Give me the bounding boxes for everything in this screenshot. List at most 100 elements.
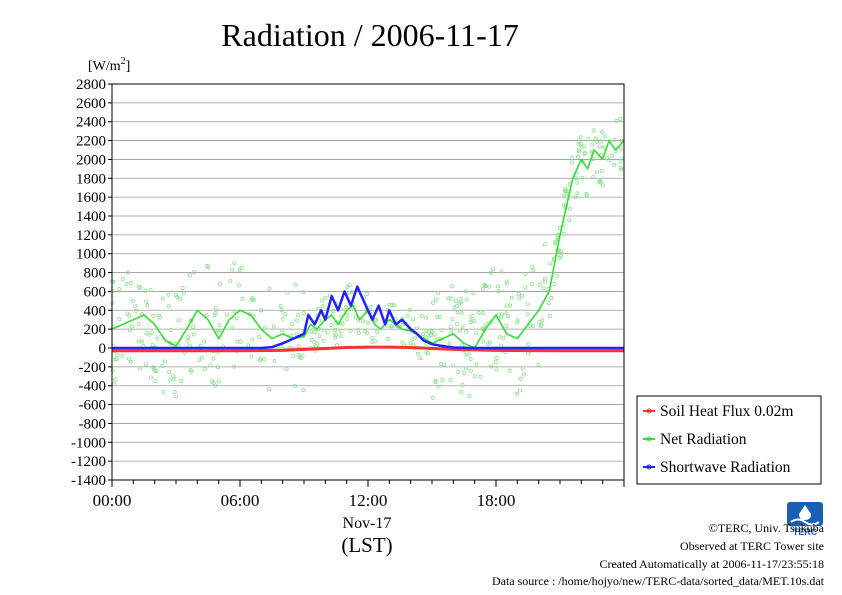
net-radiation-line <box>111 139 625 349</box>
scatter-point <box>338 333 343 338</box>
scatter-point <box>348 329 353 333</box>
scatter-point <box>212 313 217 318</box>
scatter-point <box>230 326 235 330</box>
scatter-point <box>442 362 447 367</box>
scatter-point <box>216 379 221 384</box>
y-tick-label: 1200 <box>76 228 106 244</box>
scatter-point <box>344 304 348 309</box>
scatter-point <box>559 249 564 254</box>
y-tick-label: -200 <box>79 360 107 376</box>
legend-net-radiation-marker <box>646 436 652 442</box>
scatter-point <box>250 337 255 342</box>
y-tick-label: 2200 <box>76 134 106 150</box>
scatter-point <box>216 365 220 370</box>
footer-created: Created Automatically at 2006-11-17/23:5… <box>599 557 824 571</box>
scatter-point <box>246 343 251 348</box>
scatter-point <box>174 293 179 298</box>
scatter-point <box>430 395 435 400</box>
svg-text:TERC: TERC <box>793 527 818 536</box>
scatter-point <box>405 313 410 318</box>
scatter-point <box>537 282 542 287</box>
scatter-point <box>202 339 207 344</box>
scatter-point <box>262 357 267 362</box>
scatter-point <box>294 331 299 336</box>
scatter-point <box>607 158 611 163</box>
scatter-point <box>120 277 125 282</box>
scatter-point <box>211 356 216 361</box>
scatter-point <box>518 376 523 381</box>
scatter-point <box>301 290 306 295</box>
scatter-point <box>133 304 138 309</box>
legend-frame <box>636 395 822 485</box>
scatter-point <box>602 134 607 139</box>
scatter-point <box>166 292 171 297</box>
scatter-point <box>272 359 277 364</box>
legend-net-radiation-label: Net Radiation <box>660 431 747 448</box>
scatter-point <box>464 366 468 371</box>
scatter-point <box>575 191 580 196</box>
scatter-point <box>418 356 423 361</box>
scatter-point <box>546 301 551 306</box>
scatter-point <box>447 341 452 346</box>
scatter-point <box>279 344 284 349</box>
scatter-point <box>439 328 444 333</box>
scatter-point <box>321 328 326 333</box>
scatter-point <box>619 167 624 172</box>
scatter-point <box>590 142 595 147</box>
scatter-point <box>205 263 210 268</box>
scatter-point <box>189 369 194 374</box>
y-tick-label: 400 <box>84 303 107 319</box>
legend-shortwave-radiation-label: Shortwave Radiation <box>660 459 791 476</box>
scatter-point <box>267 286 272 291</box>
scatter-point <box>487 340 492 345</box>
scatter-point <box>452 305 457 310</box>
scatter-point <box>440 378 445 382</box>
scatter-point <box>509 295 514 300</box>
scatter-point <box>523 285 528 290</box>
x-axis: 00:00 06:00 12:00 18:00 <box>93 491 516 510</box>
scatter-point <box>549 296 554 301</box>
scatter-point <box>504 279 509 284</box>
plot-frame <box>111 83 625 481</box>
scatter-point <box>150 342 155 347</box>
scatter-point <box>470 314 475 319</box>
scatter-point <box>577 142 581 147</box>
scatter-point <box>321 338 326 343</box>
footer-source: Data source : /home/hojyo/new/TERC-data/… <box>491 574 824 588</box>
scatter-point <box>526 342 531 347</box>
scatter-point <box>208 363 213 368</box>
scatter-point <box>517 388 522 393</box>
scatter-point <box>335 343 339 348</box>
scatter-point <box>449 296 454 301</box>
scatter-point <box>561 231 566 236</box>
scatter-point <box>448 378 453 383</box>
y-tick-label: 0 <box>99 341 107 357</box>
scatter-point <box>487 284 492 289</box>
legend-soil-heat-flux-label: Soil Heat Flux 0.02m <box>660 403 793 420</box>
scatter-point <box>257 335 262 339</box>
scatter-point <box>400 340 405 345</box>
scatter-point <box>353 315 358 320</box>
scatter-point <box>110 368 115 373</box>
scatter-point <box>338 329 343 333</box>
scatter-point <box>373 339 378 344</box>
scatter-point <box>129 360 133 364</box>
scatter-point <box>578 135 583 140</box>
y-tick-label: 800 <box>84 266 107 282</box>
scatter-point <box>555 273 560 278</box>
y-tick-label: 2800 <box>76 77 106 93</box>
scatter-point <box>113 377 118 382</box>
scatter-point <box>557 255 562 260</box>
scatter-point <box>451 363 456 368</box>
scatter-point <box>501 335 506 340</box>
scatter-point <box>153 379 158 384</box>
scatter-point <box>605 155 610 160</box>
scatter-point <box>407 307 412 312</box>
scatter-point <box>433 297 438 302</box>
scatter-point <box>539 322 543 327</box>
scatter-point <box>520 293 525 298</box>
scatter-point <box>435 315 440 320</box>
scatter-point <box>496 289 501 294</box>
scatter-point <box>515 318 520 323</box>
scatter-point <box>143 288 148 293</box>
